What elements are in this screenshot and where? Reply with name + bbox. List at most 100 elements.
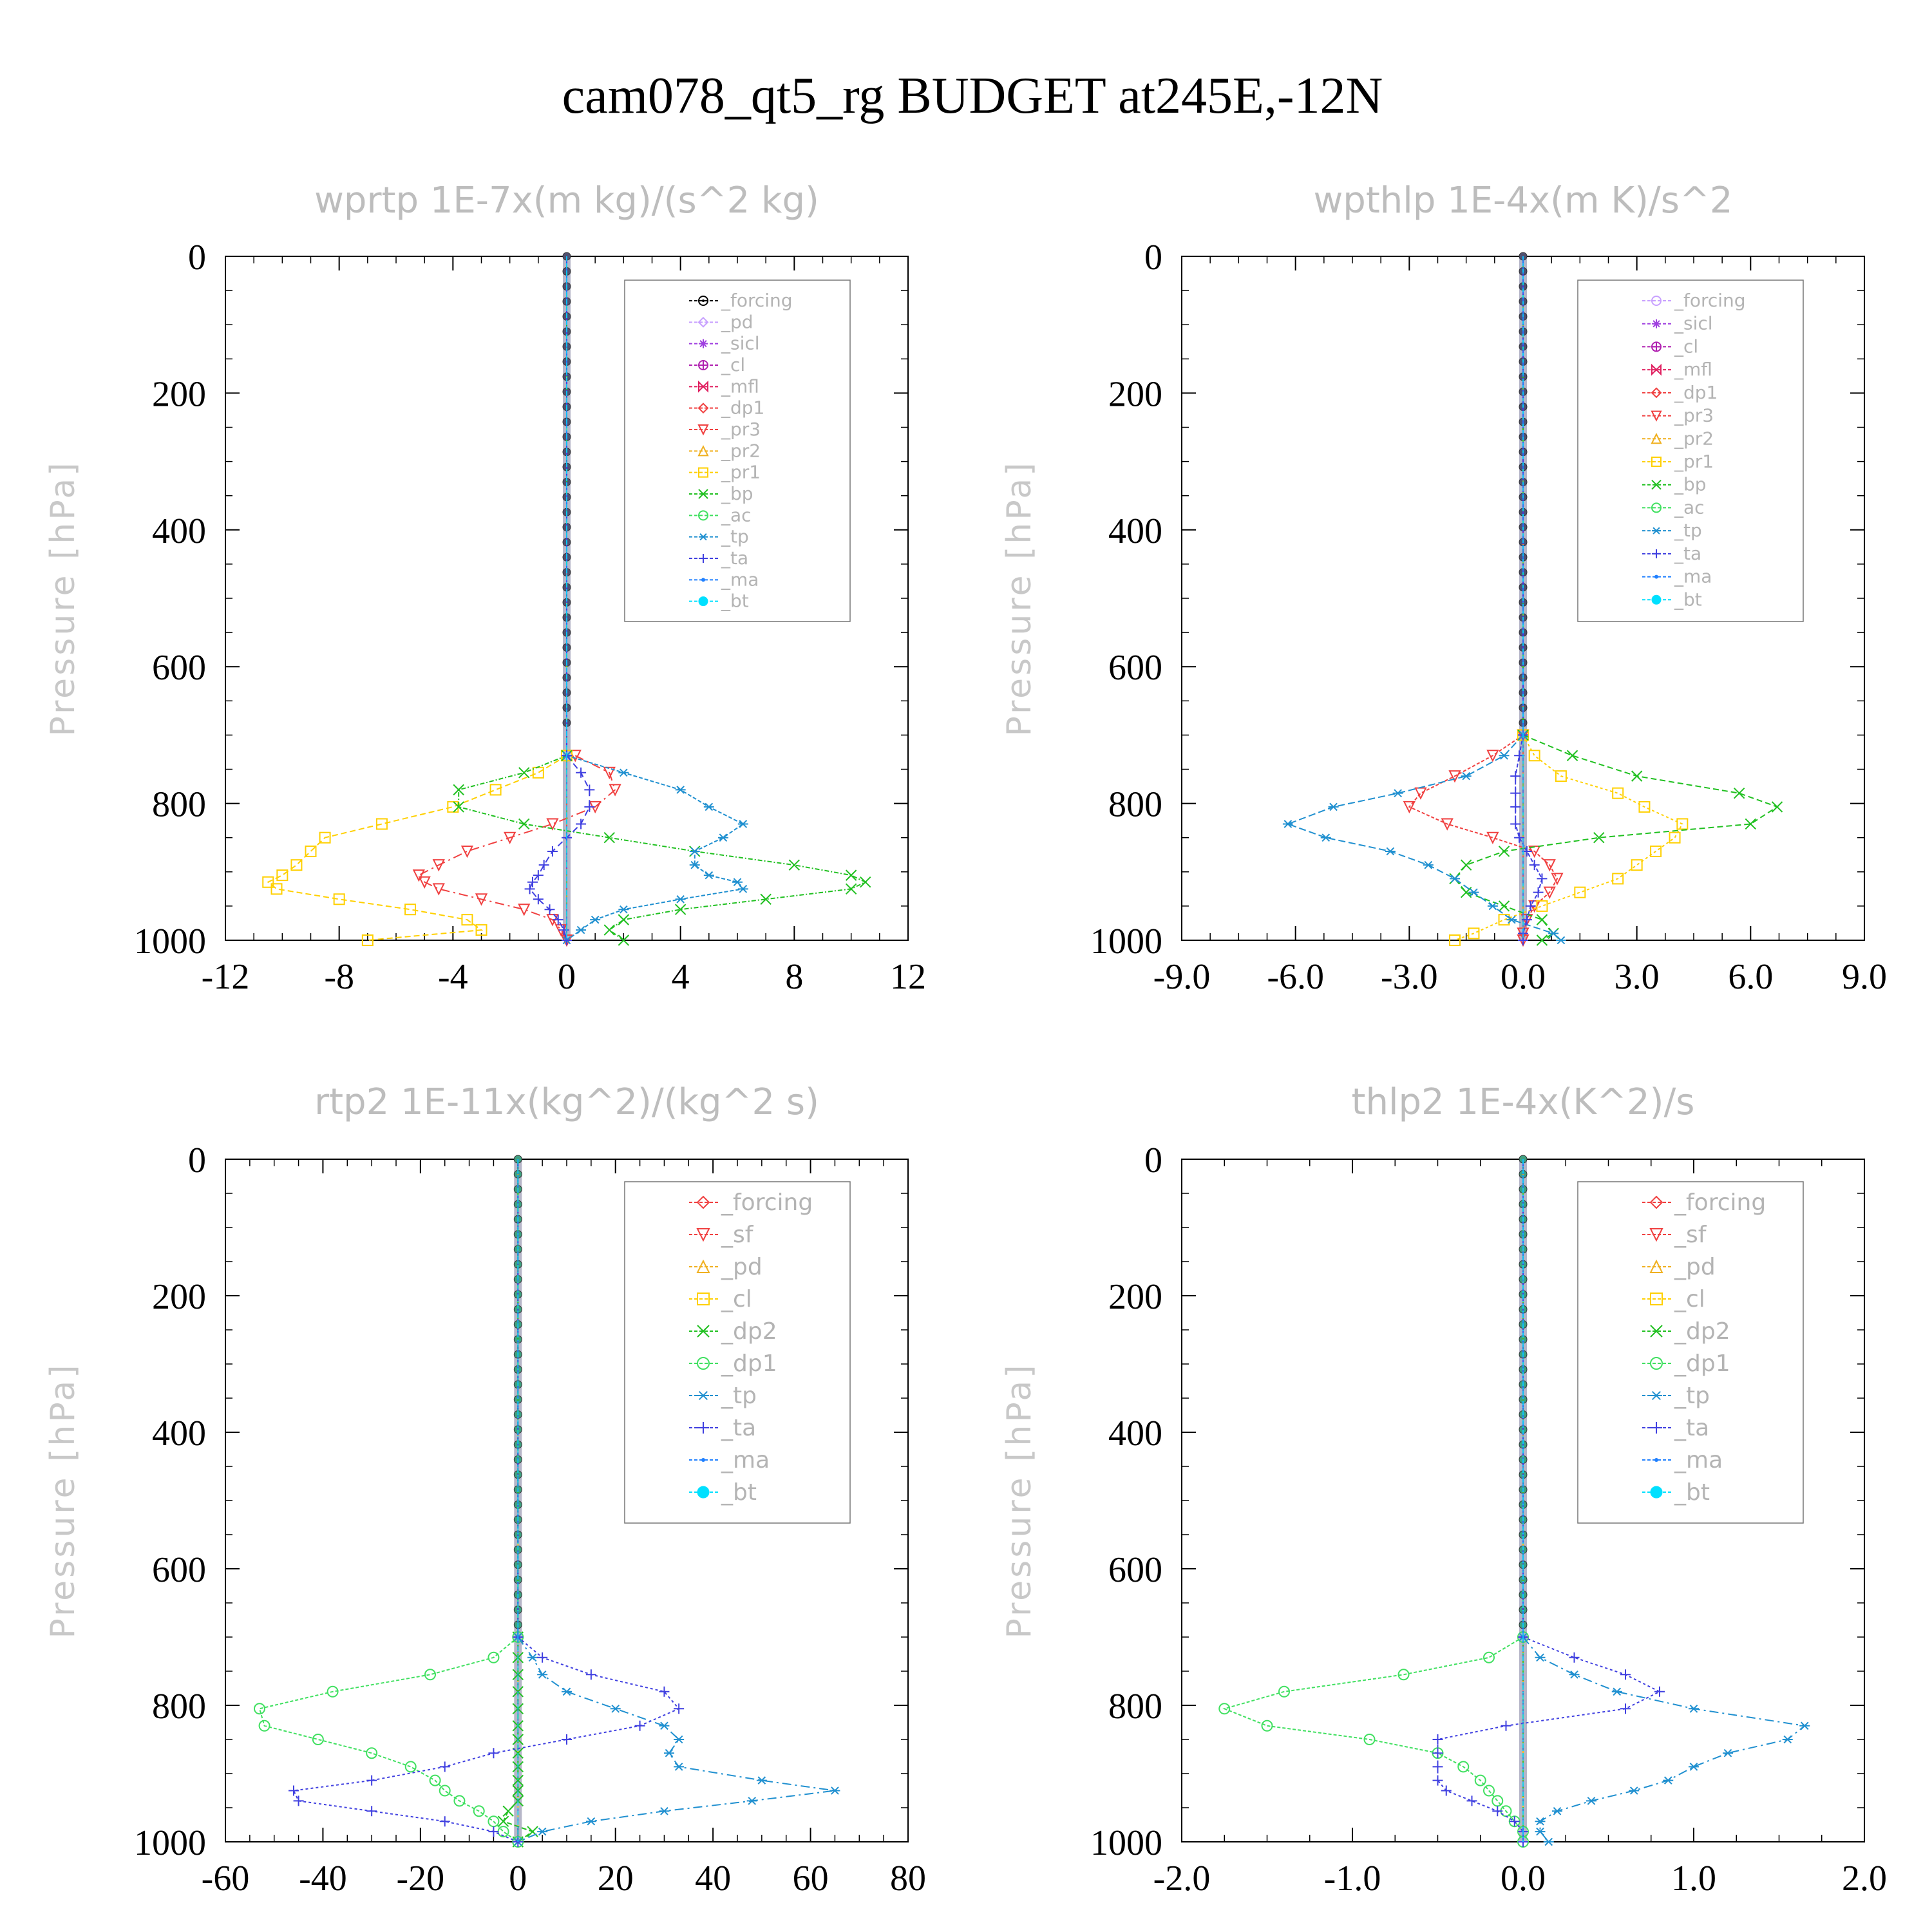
- data-point: [1486, 750, 1499, 762]
- data-point: [424, 1669, 436, 1681]
- y-axis-label: Pressure [hPa]: [1000, 460, 1039, 737]
- legend-marker: [1652, 527, 1661, 535]
- data-point: [547, 846, 558, 857]
- legend-label: _forcing: [721, 1189, 813, 1216]
- legend-label: _dp1: [1674, 382, 1718, 403]
- x-tick-label: 4: [672, 957, 690, 997]
- data-point: [533, 870, 544, 881]
- x-tick-label: -60: [202, 1859, 250, 1899]
- data-point: [1385, 847, 1396, 856]
- data-point: [488, 1651, 500, 1663]
- x-tick-label: -40: [299, 1859, 347, 1899]
- x-tick-label: 0.0: [1501, 1859, 1546, 1899]
- data-point: [475, 893, 488, 906]
- data-point: [524, 884, 535, 895]
- legend-entry: _cl: [689, 354, 745, 375]
- data-point: [760, 893, 772, 905]
- legend-label: _dp2: [721, 1318, 777, 1345]
- x-tick-label: -4: [438, 957, 468, 997]
- legend-label: _dp2: [1674, 1318, 1730, 1345]
- data-point: [1612, 787, 1624, 799]
- data-point: [1460, 886, 1472, 898]
- legend-marker: [701, 1458, 705, 1462]
- data-point: [1483, 1651, 1495, 1663]
- data-point: [553, 914, 564, 925]
- data-point: [618, 768, 629, 777]
- data-point: [254, 1703, 265, 1715]
- data-point: [1528, 750, 1540, 762]
- legend-label: _pr2: [721, 440, 761, 461]
- x-tick-label: 1.0: [1671, 1859, 1716, 1899]
- data-point: [504, 831, 516, 844]
- x-tick-label: -9.0: [1153, 957, 1211, 997]
- data-point: [1486, 831, 1499, 844]
- data-point: [1620, 1703, 1631, 1714]
- data-point: [1432, 1748, 1443, 1759]
- data-point: [1586, 1797, 1596, 1805]
- data-point: [1448, 770, 1461, 783]
- y-tick-label: 0: [1144, 1141, 1162, 1180]
- legend-box: [1577, 279, 1804, 622]
- series-group: [1282, 256, 1783, 947]
- legend: _forcing_pd_sicl_cl_mfl_dp1_pr3_pr2_pr1_…: [624, 279, 851, 622]
- legend-box: [624, 279, 851, 622]
- data-point: [1536, 934, 1548, 946]
- data-point: [703, 802, 714, 811]
- legend-label: _ac: [1674, 497, 1705, 518]
- legend-label: _mfl: [721, 375, 759, 397]
- data-point: [538, 860, 549, 871]
- x-tick-label: 2.0: [1842, 1859, 1887, 1899]
- data-point: [1676, 818, 1689, 830]
- legend-label: _sicl: [721, 333, 760, 354]
- data-point: [546, 818, 559, 831]
- legend-label: _dp1: [1674, 1350, 1730, 1377]
- data-point: [305, 845, 317, 857]
- data-point: [1612, 873, 1624, 885]
- data-point: [327, 1685, 339, 1698]
- data-point: [460, 845, 474, 858]
- data-point: [1487, 902, 1498, 911]
- legend-entry: _forcing: [689, 1189, 813, 1216]
- data-point: [659, 1806, 670, 1815]
- data-point: [1631, 770, 1643, 782]
- panel-title: rtp2 1E-11x(kg^2)/(kg^2 s): [314, 1081, 819, 1123]
- data-point: [610, 1704, 621, 1713]
- x-tick-label: 0.0: [1501, 957, 1546, 997]
- data-point: [412, 869, 425, 882]
- y-tick-label: 1000: [1090, 1823, 1162, 1863]
- y-tick-label: 800: [1108, 1687, 1162, 1727]
- legend-marker: [1651, 480, 1662, 490]
- data-point: [562, 1687, 572, 1696]
- legend-entry: _ac: [1642, 497, 1705, 518]
- y-tick-label: 200: [1108, 374, 1162, 414]
- panel-thlp2: thlp2 1E-4x(K^2)/s Pressure [hPa] -2.0 -1.0…: [1000, 1081, 1887, 1899]
- legend: _forcing_sicl_cl_mfl_dp1_pr3_pr2_pr1_bp_…: [1577, 279, 1804, 622]
- data-point: [289, 1785, 299, 1796]
- legend-marker: [698, 596, 708, 607]
- data-point: [1521, 914, 1532, 925]
- data-point: [1569, 1652, 1580, 1663]
- y-tick-label: 800: [152, 1687, 206, 1727]
- data-point: [618, 905, 629, 914]
- data-point: [1282, 820, 1293, 828]
- data-point: [1566, 750, 1578, 761]
- legend-label: _cl: [721, 1286, 752, 1312]
- legend-entry: _ma: [689, 569, 759, 590]
- legend-marker: [1651, 363, 1662, 376]
- data-point: [276, 869, 289, 882]
- legend-marker: [1652, 549, 1661, 558]
- data-point: [1555, 936, 1566, 945]
- series-group: [254, 1159, 840, 1848]
- legend-marker: [1650, 1357, 1663, 1370]
- legend-marker: [1649, 1259, 1663, 1273]
- data-point: [1460, 859, 1472, 871]
- data-point: [603, 766, 616, 780]
- data-point: [674, 1763, 685, 1771]
- legend-marker: [701, 578, 705, 582]
- legend-label: _pr1: [1674, 451, 1714, 472]
- data-point: [1551, 873, 1564, 886]
- data-point: [746, 1797, 757, 1805]
- legend-label: _forcing: [1674, 290, 1746, 311]
- y-tick-label: 1000: [1090, 922, 1162, 961]
